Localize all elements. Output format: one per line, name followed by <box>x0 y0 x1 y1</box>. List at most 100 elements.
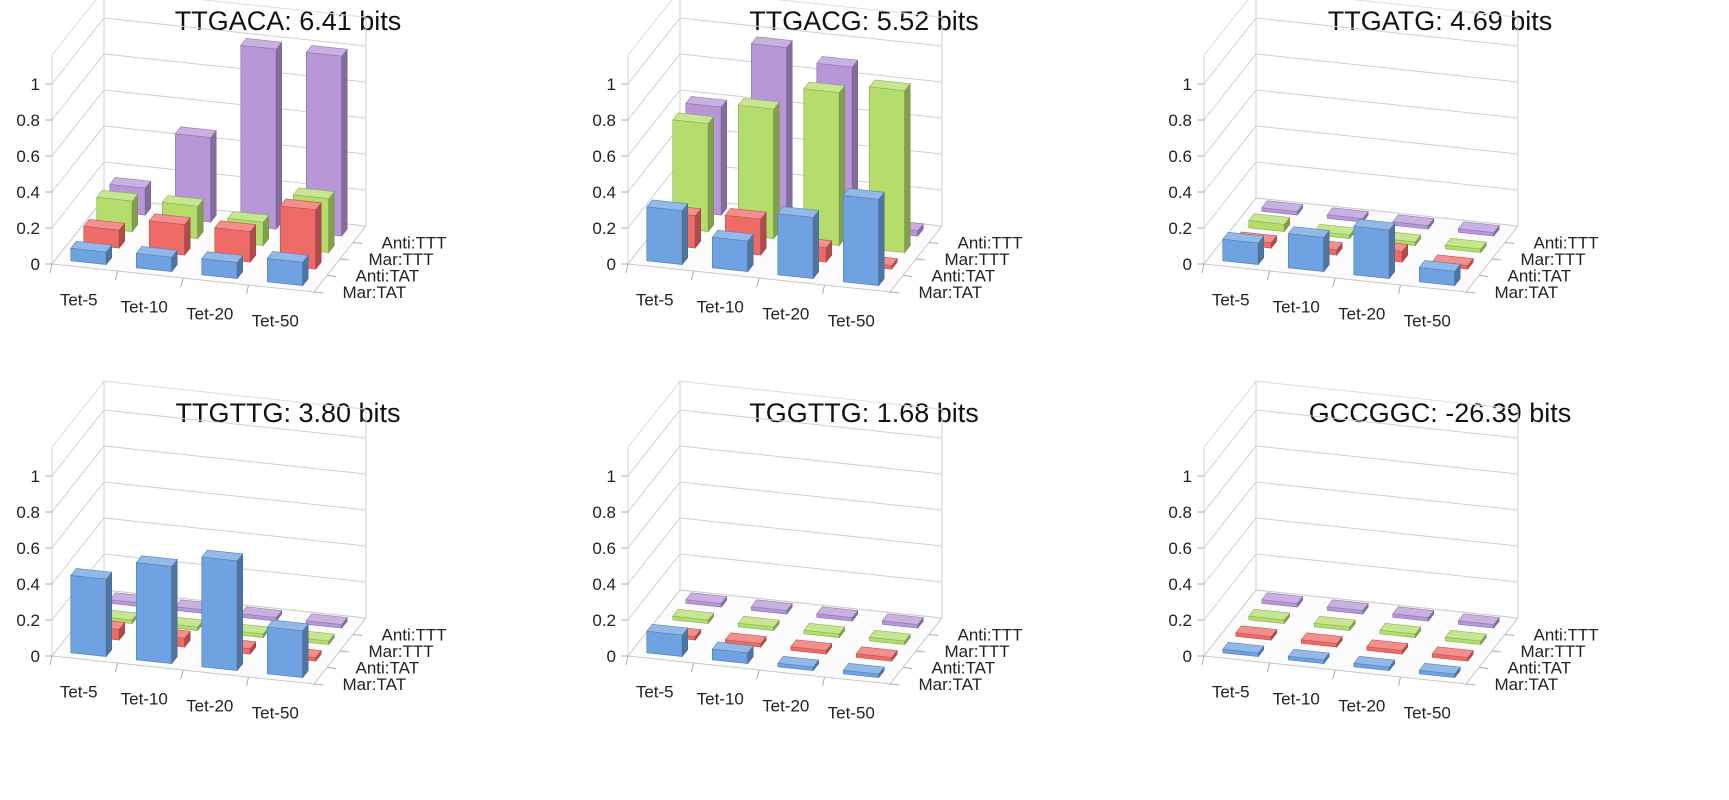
bar-top <box>1353 655 1396 668</box>
x-axis: Tet-5 Tet-10 Tet-20 Tet-50 <box>1201 263 1451 331</box>
gridline <box>1203 17 1519 85</box>
y-tick-label: 0.8 <box>1168 111 1192 130</box>
bar-top <box>685 592 728 604</box>
bar-side <box>786 39 793 223</box>
bar-top <box>1444 629 1487 642</box>
bar-top <box>1366 639 1409 651</box>
depth-tick <box>313 291 324 294</box>
bar-top <box>672 112 715 124</box>
bar-side <box>315 201 322 270</box>
x-tick <box>1201 655 1205 666</box>
x-axis: Tet-5 Tet-10 Tet-20 Tet-50 <box>625 263 875 331</box>
bar-side <box>328 190 335 254</box>
x-tick-label: Tet-5 <box>60 291 98 310</box>
y-tick-label: 0 <box>31 255 40 274</box>
bar-top <box>279 198 322 211</box>
x-tick-label: Tet-20 <box>186 697 233 716</box>
x-tick-label: Tet-10 <box>697 298 744 317</box>
series-label: Anti:TAT <box>932 266 996 285</box>
depth-tick <box>902 275 913 277</box>
gridline <box>627 517 943 585</box>
x-tick-label: Tet-5 <box>636 291 674 310</box>
bar-side <box>210 129 217 223</box>
bar-mar-tat-tet-10 <box>135 555 178 665</box>
y-tick-label: 0 <box>1183 255 1192 274</box>
bar-top <box>227 211 270 223</box>
y-tick-label: 0.8 <box>16 503 40 522</box>
y-tick-label: 1 <box>1183 467 1192 486</box>
bar-top <box>70 568 113 580</box>
series-label: Mar:TAT <box>343 283 407 302</box>
depth-tick <box>313 683 324 686</box>
y-tick-label: 0.8 <box>16 111 40 130</box>
chart-gccggc: 0 0.2 0.4 0.6 0.8 1 Tet-5 Tet-10 Tet-20 Tet-50 Mar… <box>1168 380 1599 723</box>
series-label: Mar:TTT <box>945 642 1010 661</box>
x-tick <box>1332 669 1336 680</box>
bar-anti-tat-tet-10 <box>148 213 191 256</box>
bar-mar-tat-tet-50 <box>842 188 885 287</box>
x-tick-label: Tet-20 <box>1338 697 1385 716</box>
bar-top <box>1457 221 1500 233</box>
series-label: Mar:TAT <box>1495 675 1559 694</box>
gridline <box>1203 53 1519 121</box>
series-label: Anti:TTT <box>382 233 447 252</box>
series-label: Mar:TAT <box>919 675 983 694</box>
y-tick-label: 1 <box>607 75 616 94</box>
chart-ttgttg: 0 0.2 0.4 0.6 0.8 1 Tet-5 Tet-10 Tet-20 Tet-50 Mar… <box>16 380 447 723</box>
bar-top <box>1261 200 1304 212</box>
chart-ttgacg: 0 0.2 0.4 0.6 0.8 1 Tet-5 Tet-10 Tet-20 Tet-50 Mar… <box>592 0 1023 331</box>
y-tick-label: 0.6 <box>16 147 40 166</box>
x-tick <box>115 270 118 281</box>
bar-mar-ttt-tet-10 <box>737 615 780 632</box>
x-axis: Tet-5 Tet-10 Tet-20 Tet-50 <box>49 263 299 331</box>
x-tick-label: Tet-5 <box>60 683 98 702</box>
depth-tick <box>1465 683 1476 686</box>
y-tick-label: 0.8 <box>592 111 616 130</box>
x-tick <box>246 676 249 687</box>
series-label: Anti:TTT <box>1534 625 1599 644</box>
bar-anti-ttt-tet-10 <box>750 599 793 615</box>
bar-mar-ttt-tet-50 <box>1444 629 1487 646</box>
bar-mar-tat-tet-20 <box>201 251 244 280</box>
y-tick-label: 0.4 <box>1168 183 1192 202</box>
bar-top <box>1392 606 1435 618</box>
depth-tick <box>1478 275 1489 277</box>
y-tick-label: 0.8 <box>592 503 616 522</box>
bar-side <box>707 115 714 233</box>
bar-top <box>1326 599 1369 611</box>
y-tick-label: 0.4 <box>1168 575 1192 594</box>
bar-top <box>240 606 283 618</box>
x-tick-label: Tet-10 <box>121 298 168 317</box>
y-tick-label: 0 <box>31 647 40 666</box>
depth-tick <box>928 242 939 244</box>
depth-tick <box>1491 650 1502 653</box>
y-tick-label: 0.6 <box>16 539 40 558</box>
bar-mar-ttt-tet-50 <box>868 629 911 646</box>
bar-top <box>214 220 257 232</box>
bar-top <box>201 549 244 562</box>
bar-mar-tat-tet-20 <box>777 655 820 672</box>
bar-mar-tat-tet-50 <box>1418 662 1461 679</box>
x-tick-label: Tet-20 <box>1338 305 1385 324</box>
bar-top <box>803 81 846 93</box>
y-tick-label: 0 <box>607 255 616 274</box>
chart-title: GCCGGC: -26.39 bits <box>1308 398 1572 428</box>
bar-top <box>83 219 126 231</box>
bar-top <box>855 646 898 658</box>
chart-title: TTGACA: 6.41 bits <box>174 6 402 36</box>
bar-mar-tat-tet-10 <box>1287 648 1330 665</box>
bar-mar-tat-tet-5 <box>70 240 113 266</box>
bar-mar-tat-tet-20 <box>1353 218 1396 280</box>
bar-top <box>724 208 767 220</box>
y-axis: 0 0.2 0.4 0.6 0.8 1 <box>1168 75 1204 274</box>
bar-anti-tat-tet-20 <box>1366 639 1409 655</box>
y-tick-label: 0.8 <box>1168 503 1192 522</box>
series-label: Mar:TTT <box>369 250 434 269</box>
series-label: Anti:TAT <box>356 266 420 285</box>
bar-anti-tat-tet-50 <box>1431 646 1474 662</box>
chart-ttgatg: 0 0.2 0.4 0.6 0.8 1 Tet-5 Tet-10 Tet-20 Tet-50 Mar… <box>1168 0 1599 331</box>
chart-panel-ttgaca: TTGACA: 6.41 bits 0 0.2 0.4 0.6 0.8 1 Tet-5 Tet… <box>0 0 576 400</box>
bar-top <box>842 188 885 200</box>
x-tick-label: Tet-10 <box>1273 298 1320 317</box>
